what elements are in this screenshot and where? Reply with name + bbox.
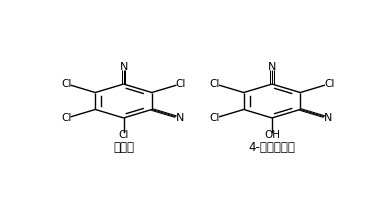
Text: N: N — [324, 113, 332, 123]
Text: 4-羟基百菌清: 4-羟基百菌清 — [249, 141, 295, 154]
Text: N: N — [176, 113, 184, 123]
Text: OH: OH — [264, 130, 280, 140]
Text: N: N — [119, 62, 128, 72]
Text: N: N — [268, 62, 276, 72]
Text: Cl: Cl — [176, 79, 186, 89]
Text: 百菌清: 百菌清 — [113, 141, 134, 154]
Text: Cl: Cl — [324, 79, 335, 89]
Text: Cl: Cl — [61, 79, 71, 89]
Text: Cl: Cl — [210, 113, 220, 123]
Text: Cl: Cl — [61, 113, 71, 123]
Text: Cl: Cl — [118, 130, 129, 140]
Text: Cl: Cl — [210, 79, 220, 89]
